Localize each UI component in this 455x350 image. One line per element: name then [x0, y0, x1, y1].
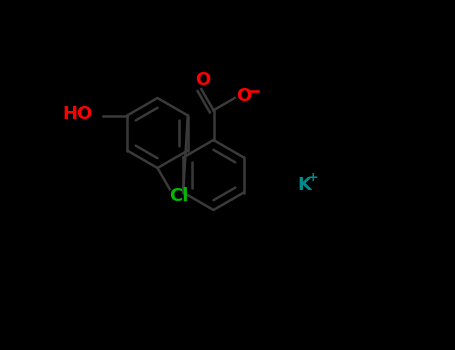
Text: O: O	[195, 71, 211, 89]
Text: K: K	[298, 176, 311, 195]
Text: Cl: Cl	[169, 187, 188, 204]
Text: O: O	[236, 87, 251, 105]
Text: +: +	[308, 171, 318, 184]
Text: HO: HO	[62, 105, 92, 124]
